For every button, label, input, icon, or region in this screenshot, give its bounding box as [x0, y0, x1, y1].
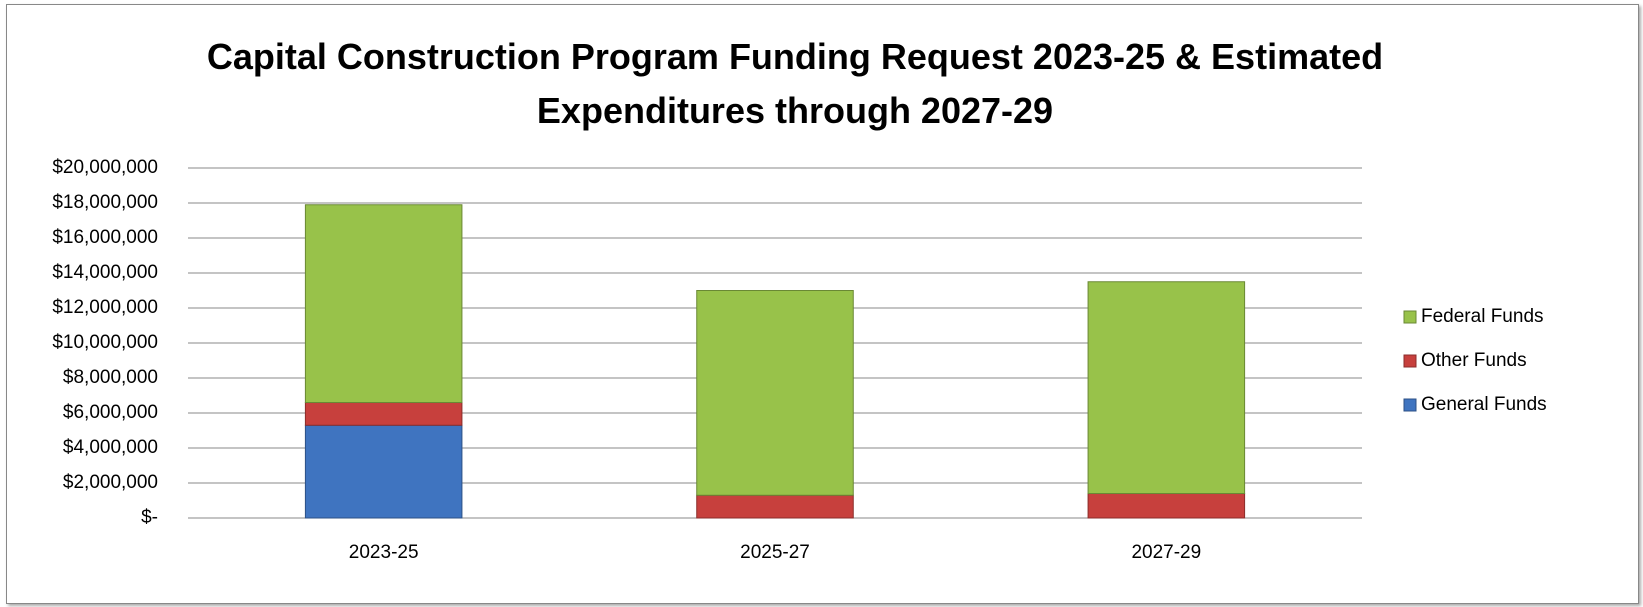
- legend-label: Other Funds: [1421, 350, 1527, 371]
- x-tick-label: 2025-27: [740, 542, 810, 563]
- y-tick-label: $20,000,000: [52, 157, 158, 178]
- bar-segment: [1087, 281, 1246, 494]
- x-tick-label: 2027-29: [1131, 542, 1201, 563]
- x-tick-label: 2023-25: [349, 542, 419, 563]
- y-tick-label: $14,000,000: [52, 262, 158, 283]
- y-tick-label: $4,000,000: [63, 437, 158, 458]
- y-tick-label: $8,000,000: [63, 367, 158, 388]
- bar-segment: [304, 424, 463, 519]
- bar-segment: [696, 494, 854, 519]
- y-tick-label: $12,000,000: [52, 297, 158, 318]
- y-tick-label: $-: [141, 507, 158, 528]
- bar-segment: [1087, 493, 1246, 519]
- y-tick-label: $10,000,000: [52, 332, 158, 353]
- chart-title: Capital Construction Program Funding Req…: [206, 36, 1384, 131]
- y-tick-label: $18,000,000: [52, 192, 158, 213]
- legend-swatch: [1403, 354, 1417, 368]
- legend-swatch: [1403, 398, 1417, 412]
- legend-label: Federal Funds: [1421, 306, 1544, 327]
- y-tick-label: $6,000,000: [63, 402, 158, 423]
- bar-segment: [696, 290, 854, 496]
- y-tick-label: $16,000,000: [52, 227, 158, 248]
- chart-frame: [6, 4, 1639, 604]
- bar-segment: [304, 204, 463, 403]
- bar-segment: [304, 402, 463, 426]
- legend-swatch: [1403, 310, 1417, 324]
- legend-label: General Funds: [1421, 394, 1547, 415]
- y-tick-label: $2,000,000: [63, 472, 158, 493]
